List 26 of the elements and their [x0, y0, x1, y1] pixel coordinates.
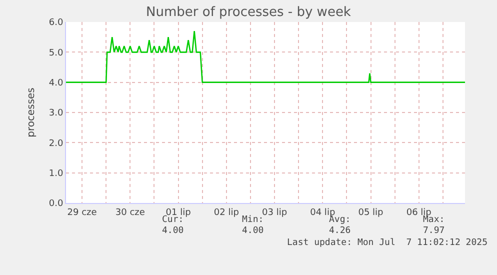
x-tick-label: 02 lip	[214, 208, 240, 218]
text: Cur:	[162, 215, 184, 225]
y-tick-label: 5.0	[48, 48, 64, 58]
x-tick-label: 29 cze	[67, 208, 98, 218]
y-tick-label: 2.0	[48, 138, 64, 149]
y-tick-label: 6.0	[48, 18, 64, 28]
text: Last update: Mon Jul 7 11:02:12 2025	[287, 238, 488, 248]
y-axis-title: processes	[26, 88, 37, 138]
text: 7.97	[423, 226, 445, 236]
x-tick-label: 06 lip	[406, 208, 432, 218]
y-tick-label: 3.0	[48, 108, 64, 119]
y-tick-label: 1.0	[48, 168, 64, 179]
x-tick-label: 03 lip	[262, 208, 288, 218]
y-tick-label: 0.0	[48, 199, 64, 210]
text: 4.00	[242, 226, 264, 236]
text: Min:	[242, 215, 264, 225]
x-tick-label: 30 cze	[115, 208, 146, 218]
x-tick-label: 04 lip	[310, 208, 336, 218]
x-tick-label: 05 lip	[358, 208, 384, 218]
text: 4.26	[329, 226, 351, 236]
line-series	[66, 30, 465, 83]
text: 4.00	[162, 226, 184, 236]
chart-title: Number of processes - by week	[146, 4, 352, 20]
text: Avg:	[329, 215, 351, 225]
text: Max:	[423, 215, 445, 225]
y-tick-label: 4.0	[48, 78, 64, 88]
